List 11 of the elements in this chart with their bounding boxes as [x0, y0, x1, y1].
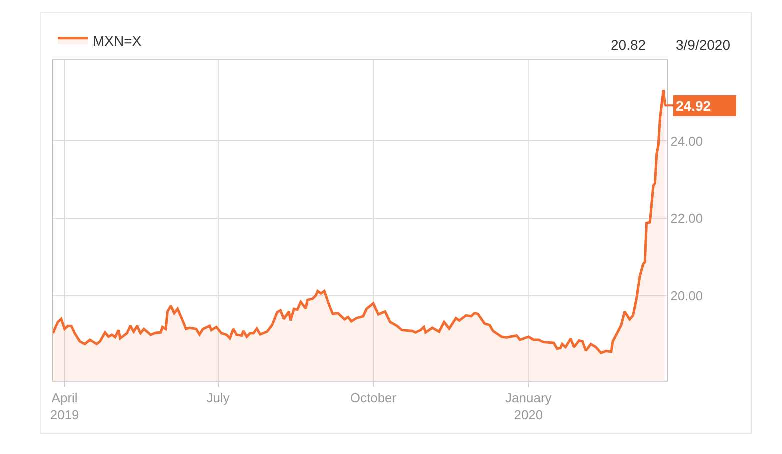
x-tick-label: October	[350, 390, 398, 406]
x-tick-label: January 2020	[506, 390, 552, 422]
y-tick-label: 20.00	[670, 288, 704, 304]
x-tick-label: July	[206, 390, 230, 406]
y-tick-label: 22.00	[670, 211, 704, 226]
x-tick-label: April 2019	[50, 390, 80, 422]
annotation: 24.92	[676, 98, 712, 114]
text: 3/9/2020	[676, 37, 731, 53]
y-tick-label: 24.00	[670, 134, 704, 149]
text: 20.82	[611, 37, 646, 53]
legend-label: MXN=X	[93, 32, 142, 49]
